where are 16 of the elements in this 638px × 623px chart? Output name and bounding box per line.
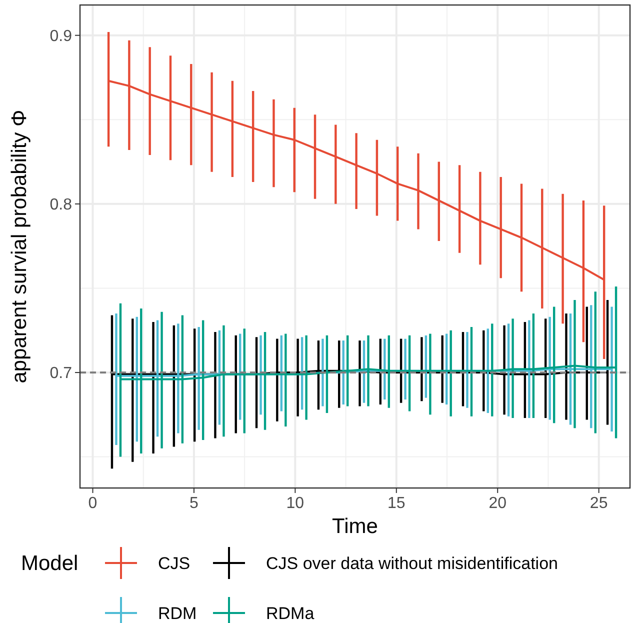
y-tick-label: 0.7 bbox=[50, 365, 72, 382]
legend-label: RDM bbox=[158, 604, 197, 623]
y-tick-label: 0.9 bbox=[50, 28, 72, 45]
x-tick-label: 20 bbox=[488, 495, 507, 512]
legend-label: RDMa bbox=[266, 604, 315, 623]
x-tick-label: 5 bbox=[190, 495, 199, 512]
x-axis-title: Time bbox=[332, 515, 378, 538]
x-tick-label: 15 bbox=[388, 495, 406, 512]
legend-label: CJS bbox=[158, 554, 190, 573]
y-axis-title: apparent survial probability Φ bbox=[8, 110, 31, 384]
x-tick-label: 0 bbox=[88, 495, 98, 512]
legend-title: Model bbox=[21, 552, 78, 575]
x-tick-label: 25 bbox=[590, 495, 608, 512]
x-tick-label: 10 bbox=[286, 495, 304, 512]
y-tick-label: 0.8 bbox=[50, 196, 72, 214]
legend-label: CJS over data without misidentification bbox=[266, 554, 558, 573]
